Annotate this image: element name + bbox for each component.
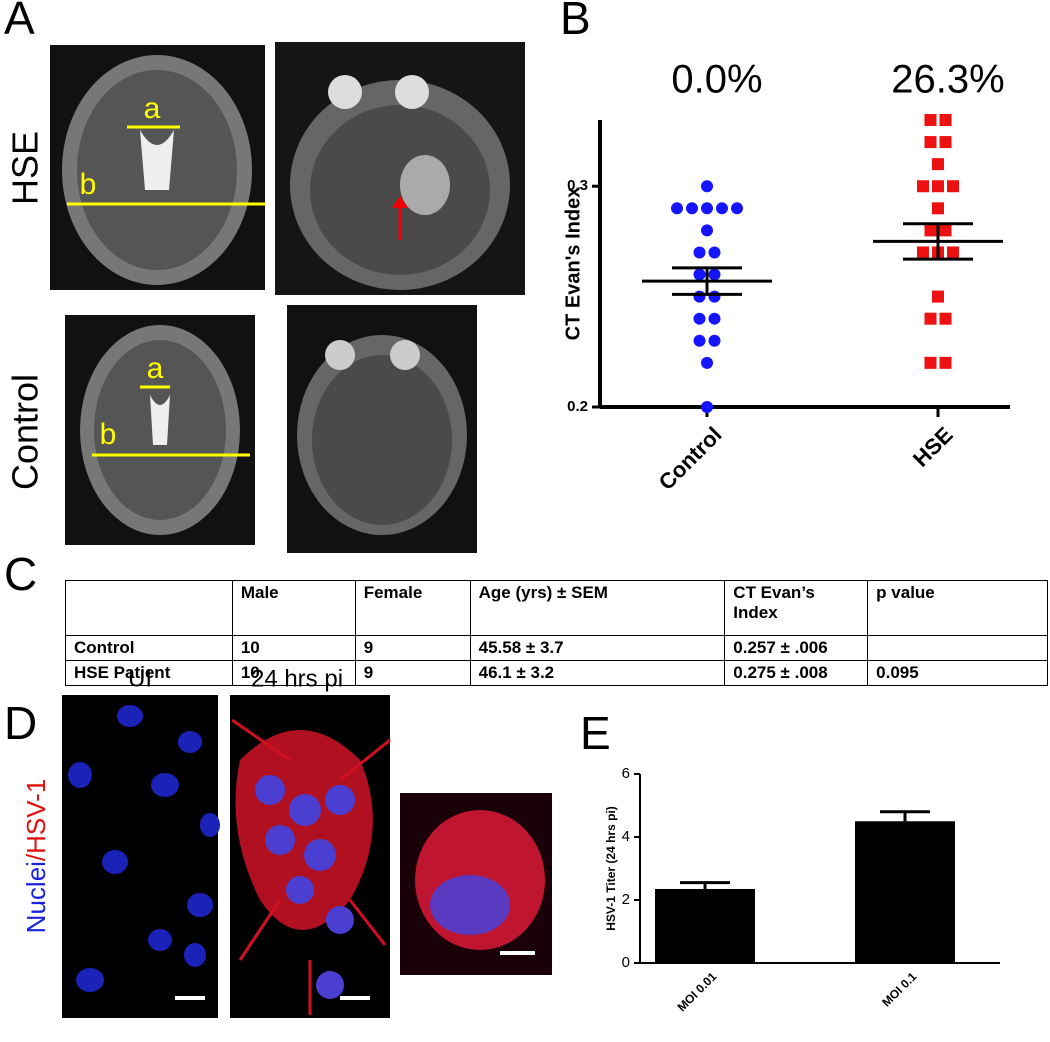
mri-images xyxy=(50,42,525,553)
table-corner xyxy=(65,580,233,636)
data-point xyxy=(939,136,952,149)
data-point xyxy=(917,180,929,193)
panel-label: C xyxy=(4,548,37,600)
y-tick-label: 6 xyxy=(622,765,630,782)
table-header: Male Female Age (yrs) ± SEM CT Evan’s Index… xyxy=(65,580,1048,636)
data-point xyxy=(947,180,959,193)
bar xyxy=(855,821,955,963)
table-cell xyxy=(867,635,1048,661)
data-point xyxy=(932,180,944,193)
data-point xyxy=(716,202,728,215)
data-point xyxy=(939,224,952,237)
microscopy-images xyxy=(62,695,552,1018)
panel-label: B xyxy=(560,0,591,44)
panel-label: A xyxy=(4,0,35,44)
table-cell: 9 xyxy=(354,635,471,661)
data-point xyxy=(932,290,944,303)
table-cell: 10 xyxy=(231,635,356,661)
annotation: 26.3% xyxy=(891,58,1004,102)
data-point xyxy=(701,224,713,237)
data-point xyxy=(917,246,929,259)
table-cell: 46.1 ± 3.2 xyxy=(469,660,726,686)
stain-label: Nuclei/HSV-1 xyxy=(21,779,51,934)
data-point xyxy=(693,268,706,281)
data-point xyxy=(939,356,952,369)
y-tick-label: 0.3 xyxy=(567,177,588,194)
data-point xyxy=(947,246,959,259)
data-point xyxy=(924,114,937,126)
line-label: a xyxy=(144,92,161,125)
data-point xyxy=(708,334,721,347)
table-body: Male Female Age (yrs) ± SEM CT Evan’s Index… xyxy=(65,580,1048,686)
data-point xyxy=(924,224,937,237)
y-axis-label: HSV-1 Titer (24 hrs pi) xyxy=(604,806,618,930)
data-point xyxy=(924,136,937,149)
table-cell: 10 xyxy=(231,660,356,686)
data-point xyxy=(693,334,706,347)
panel-label: D xyxy=(4,697,37,749)
data-point xyxy=(924,312,937,325)
line-label: b xyxy=(100,418,117,451)
data-point xyxy=(939,312,952,325)
data-table: Male Female Age (yrs) ± SEM CT Evan’s Index… xyxy=(65,580,1048,686)
x-tick-label: Control xyxy=(654,422,727,495)
y-tick-label: 0.2 xyxy=(567,398,588,415)
data-point xyxy=(701,180,713,193)
y-tick-label: 2 xyxy=(622,891,630,908)
table-cell: Control xyxy=(65,635,233,661)
table-cell: 0.095 xyxy=(867,660,1048,686)
row-label: HSE xyxy=(5,131,46,205)
x-tick-label: HSE xyxy=(908,422,958,472)
table-cell: 0.275 ± .008 xyxy=(724,660,869,686)
data-point xyxy=(701,356,713,369)
table-cell: 45.58 ± 3.7 xyxy=(469,635,726,661)
x-tick-label: MOI 0.01 xyxy=(675,969,720,1014)
bar xyxy=(655,888,755,963)
header-cell: p value xyxy=(867,580,1048,636)
y-tick-label: 4 xyxy=(622,828,630,845)
data-point xyxy=(708,246,721,259)
header-cell: Age (yrs) ± SEM xyxy=(469,580,726,636)
annotation: 0.0% xyxy=(671,58,762,102)
table-row: HSE Patient 10 9 46.1 ± 3.2 0.275 ± .008 0.09… xyxy=(65,660,1048,686)
header-cell: Female xyxy=(354,580,471,636)
data-point xyxy=(686,202,698,215)
data-point xyxy=(932,158,944,171)
panel-label: E xyxy=(580,707,611,759)
y-tick-label: 0 xyxy=(622,954,630,971)
data-point xyxy=(731,202,743,215)
data-point xyxy=(701,202,713,215)
line-label: a xyxy=(147,352,164,385)
data-point xyxy=(693,246,706,259)
data-point xyxy=(708,312,721,325)
stain-hsv: /HSV-1 xyxy=(21,779,51,861)
stain-nuclei: Nuclei xyxy=(21,861,51,933)
header-cell: CT Evan’s Index xyxy=(724,580,869,636)
line-label: b xyxy=(80,168,97,201)
row-label: Control xyxy=(5,374,46,490)
data-point xyxy=(708,290,721,303)
x-tick-label: MOI 0.1 xyxy=(879,969,919,1009)
table-row: Control 10 9 45.58 ± 3.7 0.257 ± .006 xyxy=(65,635,1048,661)
data-point xyxy=(671,202,683,215)
data-point xyxy=(693,290,706,303)
header-cell: Male xyxy=(231,580,356,636)
data-point xyxy=(708,268,721,281)
data-point xyxy=(924,356,937,369)
y-axis-label: CT Evan's Index xyxy=(562,187,584,341)
data-point xyxy=(932,202,944,215)
table-cell: 9 xyxy=(354,660,471,686)
data-point xyxy=(939,114,952,126)
table-cell: HSE Patient xyxy=(65,660,233,686)
table-cell: 0.257 ± .006 xyxy=(724,635,869,661)
data-point xyxy=(701,401,713,413)
data-point xyxy=(693,312,706,325)
